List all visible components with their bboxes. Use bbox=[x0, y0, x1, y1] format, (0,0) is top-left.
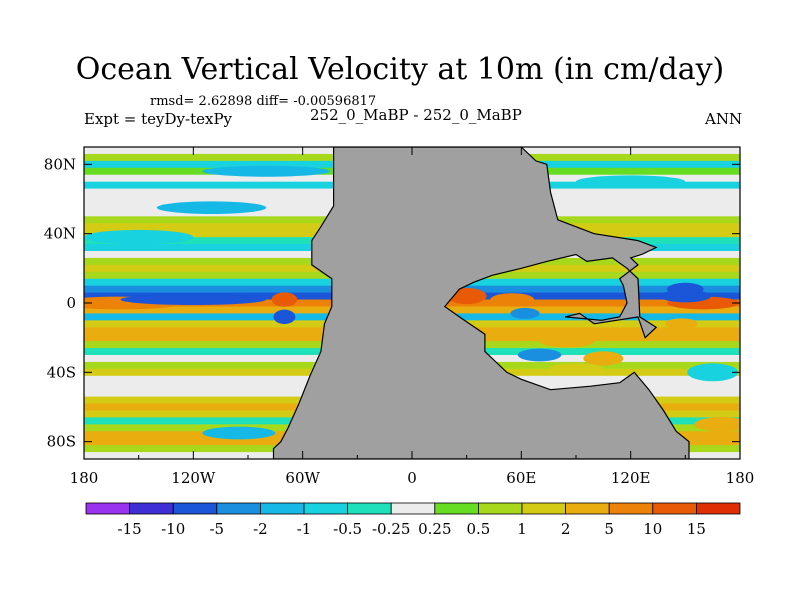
colorbar-label: 10 bbox=[643, 520, 662, 538]
colorbar-box bbox=[216, 502, 261, 515]
field-feature bbox=[271, 292, 298, 307]
x-tick-label: 180 bbox=[70, 469, 99, 487]
field-feature bbox=[517, 348, 562, 362]
field-feature bbox=[202, 165, 330, 177]
colorbar-label: -0.5 bbox=[333, 520, 362, 538]
x-tick-label: 60E bbox=[506, 469, 536, 487]
y-tick-label: 0 bbox=[66, 294, 76, 312]
colorbar-box bbox=[259, 502, 305, 515]
colorbar-box bbox=[303, 502, 348, 515]
colorbar-label: -15 bbox=[118, 520, 142, 538]
field-feature bbox=[84, 229, 194, 245]
field-feature bbox=[490, 293, 535, 306]
field-feature bbox=[548, 363, 604, 375]
colorbar-box bbox=[652, 502, 697, 515]
season-label: ANN bbox=[705, 110, 743, 128]
field-feature bbox=[120, 294, 267, 305]
x-tick-label: 60W bbox=[285, 469, 320, 487]
experiment-label: Expt = teyDy-texPy bbox=[84, 110, 233, 128]
colorbar-box bbox=[390, 502, 436, 515]
field-feature bbox=[667, 282, 704, 296]
field-feature bbox=[687, 363, 739, 382]
field-feature bbox=[539, 334, 595, 348]
colorbar-label: -1 bbox=[297, 520, 312, 538]
colorbar-label: 2 bbox=[561, 520, 571, 538]
field-feature bbox=[273, 309, 296, 325]
colorbar-box bbox=[477, 502, 523, 515]
colorbar-box bbox=[347, 502, 392, 515]
field-feature bbox=[202, 426, 276, 440]
colorbar-box bbox=[696, 502, 741, 515]
colorbar: -15 -10 -5 -2 -1 -0.5 -0.25 0.25 0.5 1 2 5 10 15 bbox=[85, 502, 741, 538]
x-tick-label: 180 bbox=[726, 469, 755, 487]
colorbar-box bbox=[434, 502, 479, 515]
colorbar-box bbox=[608, 502, 654, 515]
chart-title: Ocean Vertical Velocity at 10m (in cm/da… bbox=[75, 52, 725, 87]
field-feature bbox=[583, 351, 624, 366]
field-feature bbox=[510, 307, 540, 319]
field-feature bbox=[156, 201, 267, 215]
colorbar-label: -2 bbox=[253, 520, 268, 538]
x-tick-label: 120W bbox=[171, 469, 216, 487]
colorbar-box bbox=[565, 502, 610, 515]
x-axis: 180 120W 60W 0 60E 120E 180 bbox=[70, 147, 755, 487]
y-tick-label: 40S bbox=[47, 363, 76, 381]
colorbar-label: 1 bbox=[517, 520, 527, 538]
case-label: 252_0_MaBP - 252_0_MaBP bbox=[310, 106, 522, 124]
colorbar-label: -10 bbox=[161, 520, 185, 538]
colorbar-box bbox=[521, 502, 566, 515]
y-tick-label: 80S bbox=[47, 433, 76, 451]
y-tick-label: 80N bbox=[44, 155, 76, 173]
stats-line: rmsd= 2.62898 diff= -0.00596817 bbox=[150, 94, 377, 109]
y-tick-label: 40N bbox=[44, 225, 76, 243]
colorbar-box bbox=[172, 502, 218, 515]
field-feature bbox=[576, 175, 686, 189]
field-feature bbox=[665, 318, 699, 330]
colorbar-label: 0.25 bbox=[418, 520, 451, 538]
colorbar-label: -0.25 bbox=[372, 520, 410, 538]
x-tick-label: 0 bbox=[407, 469, 417, 487]
colorbar-box bbox=[129, 502, 174, 515]
x-tick-label: 120E bbox=[611, 469, 651, 487]
colorbar-label: 15 bbox=[687, 520, 706, 538]
colorbar-label: -5 bbox=[209, 520, 224, 538]
land-layer bbox=[272, 147, 690, 459]
colorbar-label: 0.5 bbox=[466, 520, 490, 538]
colorbar-box bbox=[85, 502, 130, 515]
land-pangea-main bbox=[272, 147, 690, 459]
colorbar-label: 5 bbox=[604, 520, 614, 538]
y-axis: 80N 40N 0 40S 80S bbox=[44, 155, 740, 451]
field-feature bbox=[694, 417, 740, 432]
